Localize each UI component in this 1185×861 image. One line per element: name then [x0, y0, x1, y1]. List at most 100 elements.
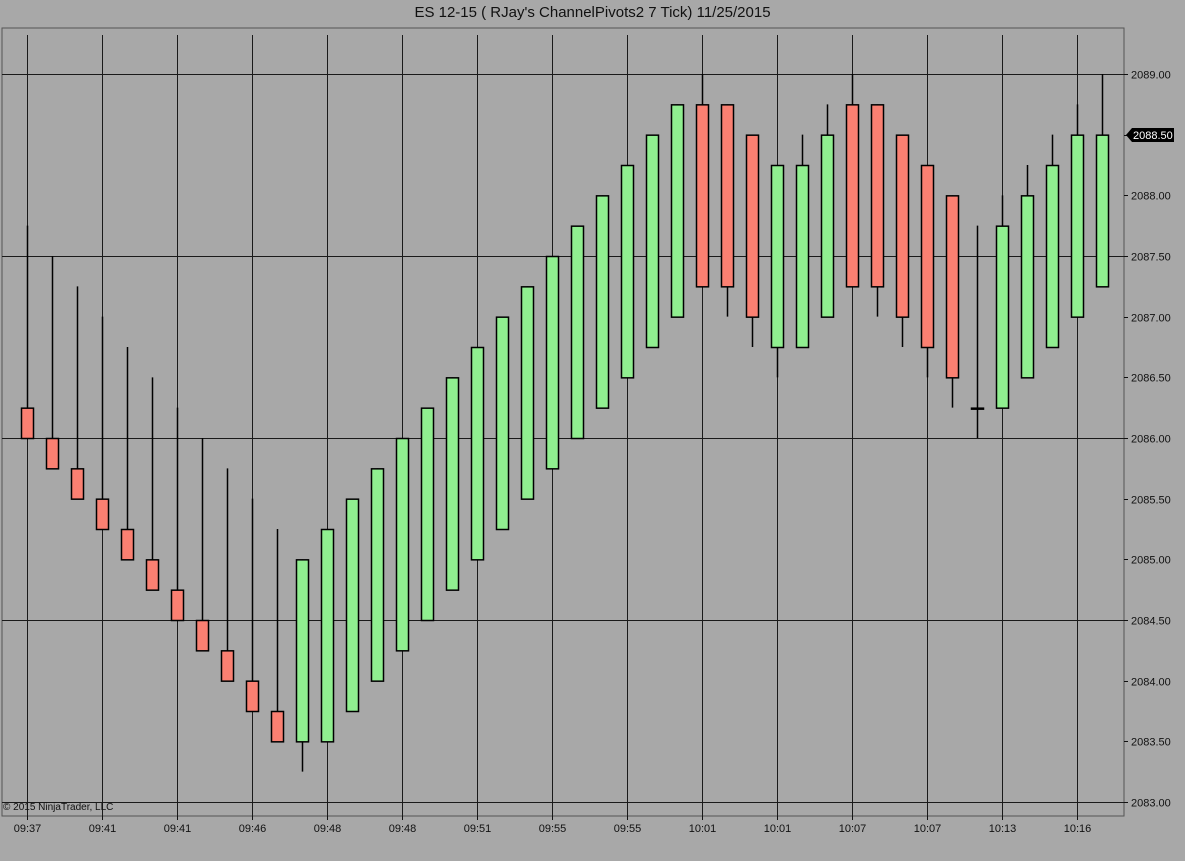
bar-body — [195, 619, 210, 652]
bar-body — [1045, 164, 1060, 349]
price-bar — [545, 255, 560, 470]
price-bar — [270, 529, 285, 743]
price-bar — [695, 74, 710, 288]
price-bar — [1045, 134, 1060, 349]
price-bar — [795, 134, 810, 349]
bar-body — [545, 255, 560, 470]
price-bar — [595, 195, 610, 409]
bar-body — [295, 559, 310, 743]
price-bar — [520, 286, 535, 500]
bar-body — [145, 559, 160, 591]
current-price-marker: 2088.50 — [1126, 128, 1174, 142]
price-bar — [395, 437, 410, 652]
price-bar — [745, 134, 760, 347]
bar-body — [870, 104, 885, 288]
price-bar — [120, 347, 135, 561]
price-bar — [620, 164, 635, 379]
bar-body — [170, 589, 185, 622]
price-bar — [170, 407, 185, 622]
y-tick-label: 2084.00 — [1131, 677, 1171, 689]
x-tick-label: 10:01 — [689, 823, 717, 835]
bar-body — [445, 377, 460, 591]
x-tick-label: 09:46 — [239, 823, 267, 835]
bar-body — [770, 164, 785, 349]
bar-body — [670, 104, 685, 318]
price-bar — [720, 104, 735, 317]
y-tick-label: 2083.00 — [1131, 798, 1171, 810]
x-tick-label: 09:55 — [614, 823, 642, 835]
bar-body — [320, 528, 335, 743]
price-bar — [870, 104, 885, 317]
price-bar — [470, 346, 485, 561]
price-bar — [495, 316, 510, 531]
price-bar — [645, 134, 660, 349]
price-bar — [670, 104, 685, 318]
plot-frame — [1, 27, 1125, 817]
bar-body — [720, 104, 735, 288]
axes: 09:37 09:41 09:41 09:46 09:48 09:48 09:51 09:55… — [14, 70, 1174, 835]
bar-body — [1095, 134, 1110, 288]
bar-body — [495, 316, 510, 531]
price-bar — [1020, 165, 1035, 379]
bar-body — [45, 437, 60, 470]
bar-body — [845, 104, 860, 288]
price-bar — [245, 498, 260, 713]
y-tick-label: 2084.50 — [1131, 616, 1171, 628]
bar-body — [795, 164, 810, 349]
x-tick-label: 09:41 — [89, 823, 117, 835]
price-bar — [320, 528, 335, 743]
x-tick-label: 10:07 — [839, 823, 867, 835]
price-bar — [1070, 104, 1085, 318]
bar-body — [995, 225, 1010, 409]
bar-body — [120, 528, 135, 561]
price-bar — [420, 407, 435, 622]
bar-body — [920, 164, 935, 349]
chart-title: ES 12-15 ( RJay's ChannelPivots2 7 Tick)… — [414, 4, 771, 21]
y-tick-label: 2086.00 — [1131, 434, 1171, 446]
y-tick-label: 2089.00 — [1131, 70, 1171, 82]
x-tick-label: 09:51 — [464, 823, 492, 835]
current-price-label: 2088.50 — [1133, 130, 1173, 142]
y-tick-label: 2085.00 — [1131, 555, 1171, 567]
x-tick-label: 09:41 — [164, 823, 192, 835]
price-bar — [570, 225, 585, 440]
x-tick-label: 10:16 — [1064, 823, 1092, 835]
x-tick-label: 10:01 — [764, 823, 792, 835]
bar-body — [820, 134, 835, 318]
bar-body — [420, 407, 435, 622]
y-tick-label: 2087.00 — [1131, 313, 1171, 325]
bar-body — [520, 286, 535, 500]
bar-body — [945, 195, 960, 379]
bar-body — [395, 437, 410, 652]
x-tick-label: 09:48 — [389, 823, 417, 835]
bar-body — [1070, 134, 1085, 318]
bar-body — [595, 195, 610, 409]
price-bar — [445, 377, 460, 591]
copyright-text: © 2015 NinjaTrader, LLC — [3, 802, 114, 813]
grid-lines — [1, 27, 1125, 817]
price-bar — [970, 225, 985, 438]
price-bar — [345, 498, 360, 713]
bar-body — [270, 710, 285, 743]
price-bar — [995, 195, 1010, 409]
price-bar — [945, 195, 960, 408]
price-bar — [920, 164, 935, 378]
bar-body — [645, 134, 660, 349]
bar-body — [245, 680, 260, 713]
bar-body — [895, 134, 910, 318]
price-bar — [370, 468, 385, 682]
price-bar — [45, 256, 60, 470]
bar-body — [1020, 195, 1035, 379]
bar-body — [620, 164, 635, 379]
bar-body — [470, 346, 485, 561]
bar-body — [70, 468, 85, 500]
bar-body — [695, 104, 710, 288]
y-tick-label: 2086.50 — [1131, 373, 1171, 385]
y-tick-label: 2085.50 — [1131, 495, 1171, 507]
current-price-badge — [1126, 128, 1174, 142]
price-bar — [145, 377, 160, 591]
price-bar — [895, 134, 910, 347]
price-bar — [195, 438, 210, 652]
x-tick-label: 10:07 — [914, 823, 942, 835]
